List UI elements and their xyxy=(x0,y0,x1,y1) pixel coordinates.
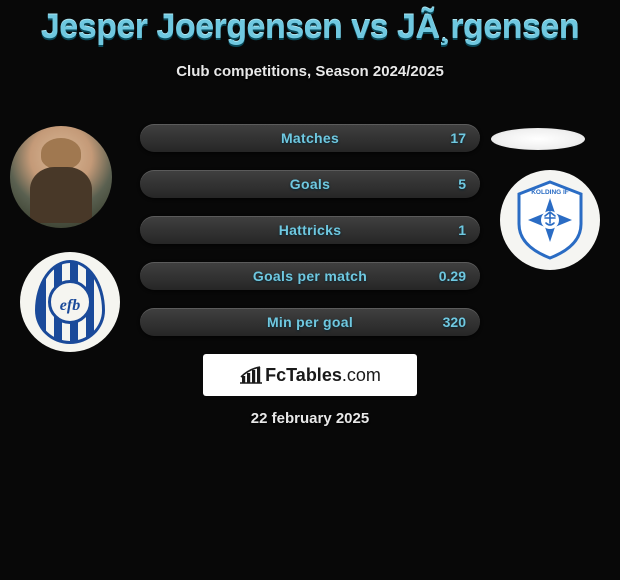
fctables-badge[interactable]: FcTables.com xyxy=(203,354,417,396)
subtitle: Club competitions, Season 2024/2025 xyxy=(0,63,620,80)
club-logo-left-shield xyxy=(35,260,105,344)
fctables-text: FcTables.com xyxy=(265,365,381,386)
stat-value-right: 1 xyxy=(458,216,466,244)
stats-list: Matches 17 Goals 5 Hattricks 1 Goals per… xyxy=(140,124,480,354)
stat-value-right: 320 xyxy=(443,308,466,336)
date-text: 22 february 2025 xyxy=(0,410,620,427)
club-logo-right-shield: KOLDING IF xyxy=(515,180,585,260)
player-avatar-right xyxy=(491,128,585,150)
stat-value-right: 0.29 xyxy=(439,262,466,290)
stat-label: Hattricks xyxy=(279,222,342,238)
fctables-brand: FcTables xyxy=(265,365,342,385)
stat-label: Goals xyxy=(290,176,330,192)
stat-row-matches: Matches 17 xyxy=(140,124,480,152)
stat-value-right: 5 xyxy=(458,170,466,198)
club-logo-right: KOLDING IF xyxy=(500,170,600,270)
page-title: Jesper Joergensen vs JÃ¸rgensen xyxy=(0,0,620,47)
stat-value-right: 17 xyxy=(450,124,466,152)
stat-row-hattricks: Hattricks 1 xyxy=(140,216,480,244)
bar-chart-icon xyxy=(239,365,263,385)
svg-text:KOLDING IF: KOLDING IF xyxy=(531,189,569,196)
stat-label: Min per goal xyxy=(267,314,353,330)
fctables-suffix: .com xyxy=(342,365,381,385)
club-logo-left xyxy=(20,252,120,352)
stat-row-min-per-goal: Min per goal 320 xyxy=(140,308,480,336)
stat-row-goals: Goals 5 xyxy=(140,170,480,198)
stat-row-goals-per-match: Goals per match 0.29 xyxy=(140,262,480,290)
stat-label: Goals per match xyxy=(253,268,367,284)
player-avatar-left xyxy=(10,126,112,228)
stat-label: Matches xyxy=(281,130,339,146)
